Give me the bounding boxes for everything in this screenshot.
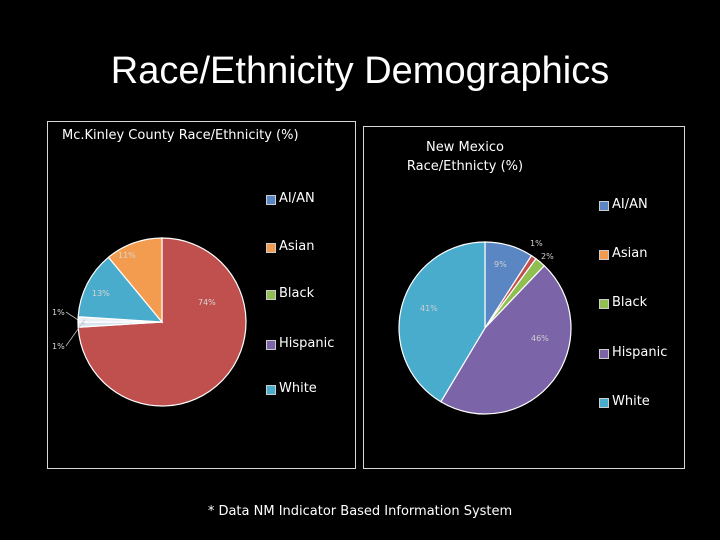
nm-data-label: 1%: [530, 239, 543, 248]
nm-legend-swatch: [599, 349, 609, 359]
nm-legend-swatch: [599, 201, 609, 211]
nm-pie: 9% 1% 2% 46% 41%: [398, 239, 572, 415]
nm-legend-label: AI/AN: [612, 197, 648, 212]
mckinley-data-label: 1%: [52, 342, 65, 351]
mckinley-legend-label: Asian: [279, 239, 315, 254]
nm-slice-hispanic: [440, 264, 572, 415]
mckinley-legend-swatch: [266, 243, 276, 253]
mckinley-legend-label: White: [279, 381, 317, 396]
mckinley-pie: 74% 1% 1% 13% 11%: [52, 237, 247, 407]
nm-slice-white: [398, 241, 486, 403]
mckinley-data-label: 11%: [118, 251, 136, 260]
mckinley-legend-label: AI/AN: [279, 191, 315, 206]
mckinley-legend-label: Black: [279, 286, 315, 301]
mckinley-data-label: 1%: [52, 308, 65, 317]
nm-legend-swatch: [599, 250, 609, 260]
mckinley-legend-swatch: [266, 195, 276, 205]
nm-data-label: 46%: [531, 334, 549, 343]
mckinley-legend-label: Hispanic: [279, 336, 335, 351]
mckinley-legend-swatch: [266, 290, 276, 300]
nm-legend-label: Black: [612, 295, 648, 310]
mckinley-data-label: 74%: [198, 298, 216, 307]
mckinley-slice-slice-orange: [107, 237, 163, 324]
nm-chart-title: New Mexico Race/Ethnicty (%): [406, 140, 524, 174]
slide-title: Race/Ethnicity Demographics: [110, 50, 610, 92]
mckinley-data-label: 13%: [92, 289, 110, 298]
nm-legend-swatch: [599, 299, 609, 309]
nm-legend-label: Asian: [612, 246, 648, 261]
data-source-footnote: * Data NM Indicator Based Information Sy…: [207, 504, 513, 519]
mckinley-leader-line: [65, 319, 86, 347]
mckinley-slice-slice-blue: [77, 256, 164, 323]
nm-legend-label: White: [612, 394, 650, 409]
mckinley-legend-swatch: [266, 385, 276, 395]
nm-data-label: 9%: [494, 260, 507, 269]
nm-data-label: 41%: [420, 304, 438, 313]
mckinley-legend-swatch: [266, 340, 276, 350]
mckinley-chart-title: Mc.Kinley County Race/Ethnicity (%): [62, 128, 299, 143]
nm-legend-swatch: [599, 398, 609, 408]
nm-data-label: 2%: [541, 252, 554, 261]
nm-legend-label: Hispanic: [612, 345, 668, 360]
